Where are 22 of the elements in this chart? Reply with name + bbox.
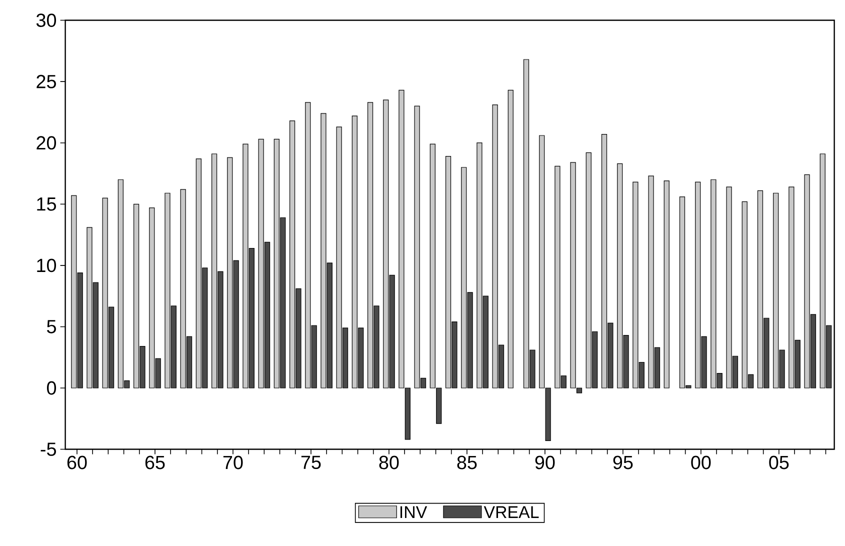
y-tick-label: 30 [36, 14, 56, 27]
bar [664, 180, 670, 388]
x-tick-label: 60 [67, 456, 87, 470]
x-tick-label: 65 [145, 456, 165, 470]
y-tick-label: 25 [36, 74, 56, 88]
y-tick-label: 5 [47, 320, 56, 334]
x-tick-label: 00 [691, 456, 711, 470]
y-tick-label: 20 [36, 136, 56, 150]
y-tick-label: -5 [40, 442, 56, 456]
x-tick-label: 80 [379, 456, 399, 470]
legend-label: VREAL [484, 506, 539, 518]
x-tick-label: 90 [535, 456, 555, 470]
x-tick-label: 05 [769, 456, 789, 470]
x-tick-label: 75 [301, 456, 321, 470]
legend-label: INV [400, 506, 428, 518]
y-tick-label: 0 [46, 381, 56, 395]
x-tick-label: 95 [613, 456, 633, 470]
x-tick-label: 85 [457, 456, 477, 470]
y-tick-label: 15 [37, 198, 56, 211]
x-tick-label: 70 [223, 456, 243, 470]
y-tick-label: 10 [37, 258, 56, 272]
bar [508, 90, 514, 388]
